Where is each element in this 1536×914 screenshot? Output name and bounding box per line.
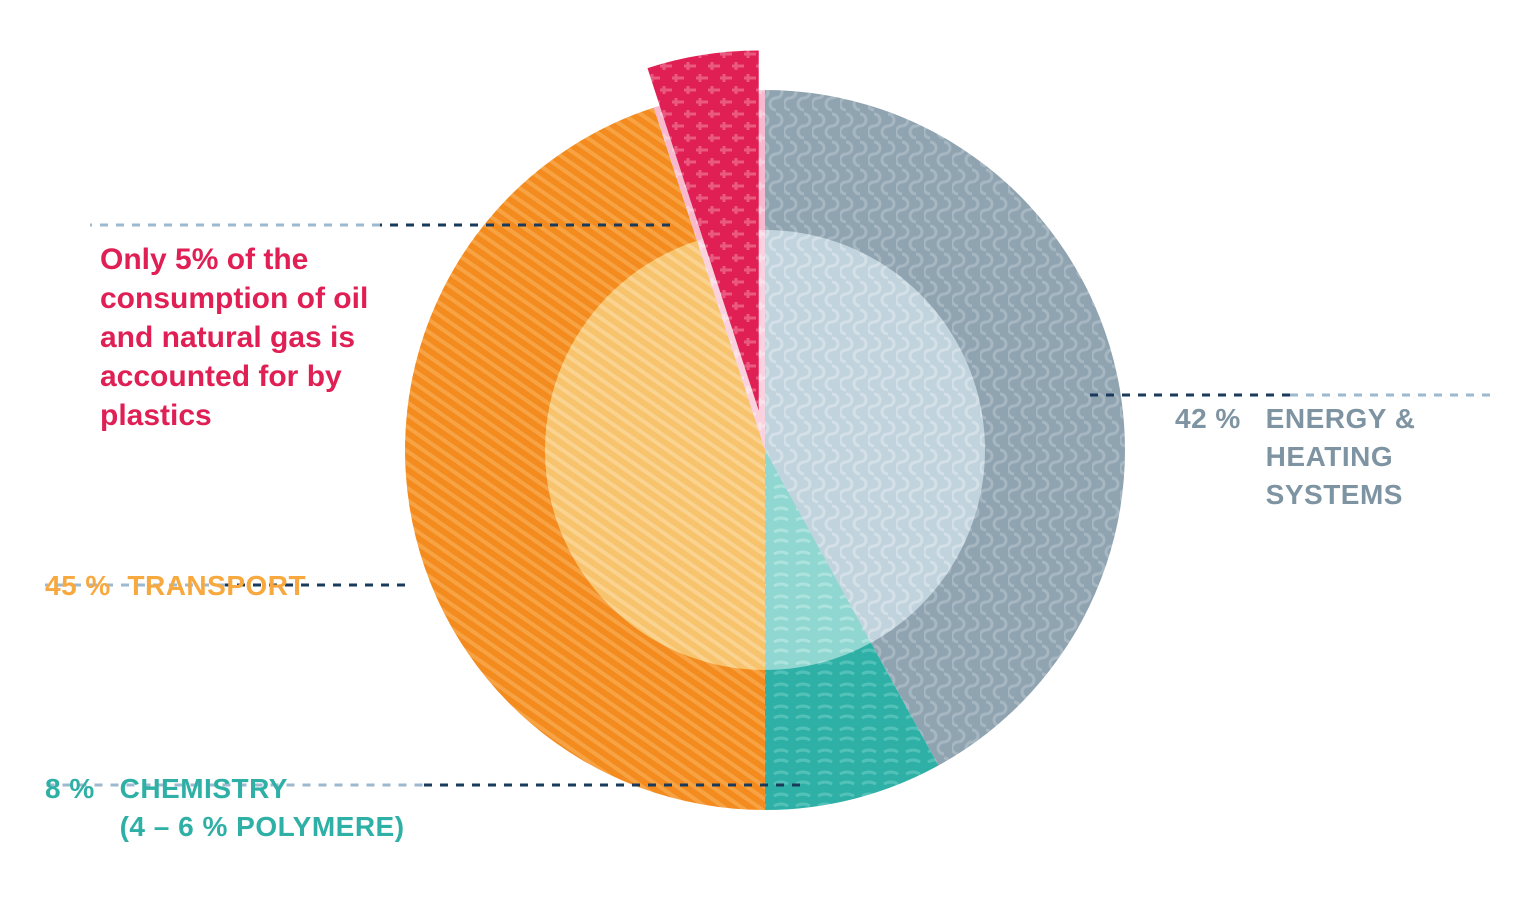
label-transport-percent: 45 % [45,570,111,601]
label-chemistry-percent: 8 % [45,773,95,804]
label-transport: 45 % TRANSPORT [45,570,306,602]
label-energy: 42 % ENERGY &HEATINGSYSTEMS [1175,400,1415,513]
label-energy-percent: 42 % [1175,403,1241,434]
label-chemistry: 8 % CHEMISTRY(4 – 6 % POLYMERE) [45,770,405,846]
plastics-callout: Only 5% of theconsumption of oiland natu… [100,240,420,435]
callout-text: Only 5% of theconsumption of oiland natu… [100,243,368,432]
label-chemistry-text: CHEMISTRY(4 – 6 % POLYMERE) [120,770,405,846]
label-energy-text: ENERGY &HEATINGSYSTEMS [1266,400,1416,513]
label-transport-text: TRANSPORT [127,570,306,601]
